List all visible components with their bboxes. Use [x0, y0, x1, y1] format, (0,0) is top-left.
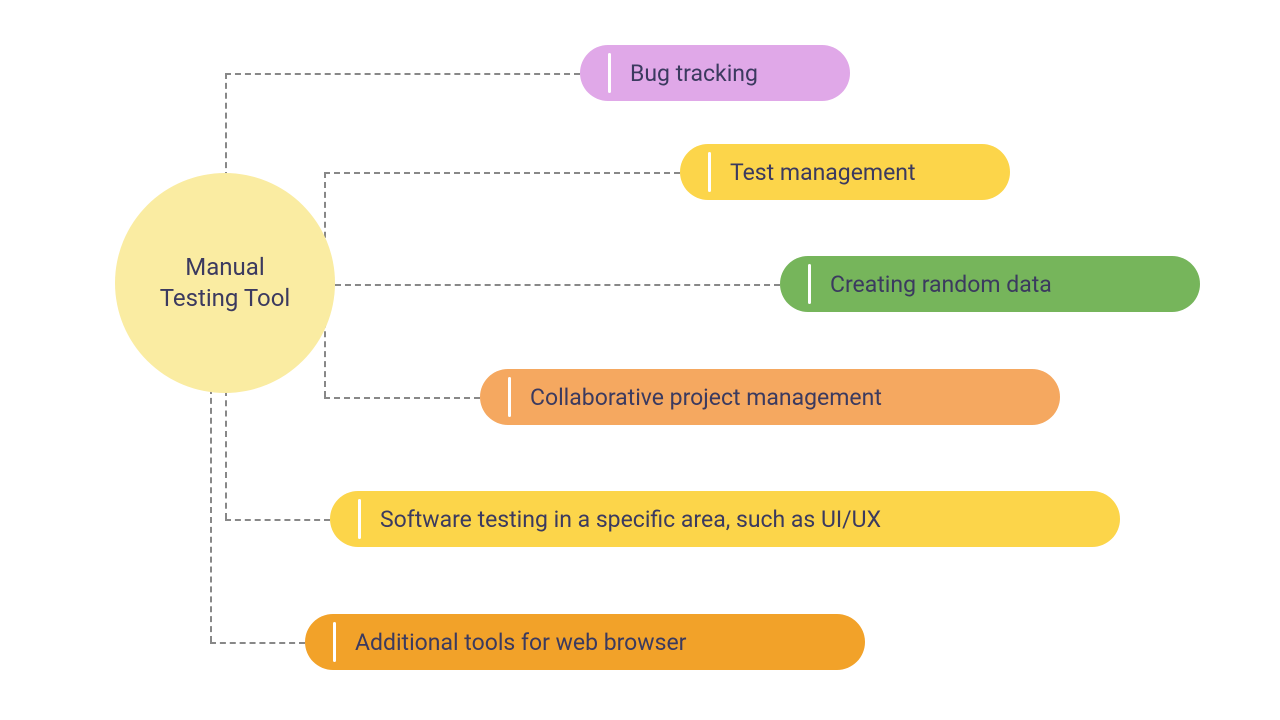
connector-seg — [225, 73, 227, 178]
branch-pill-bug-tracking: Bug tracking — [580, 45, 850, 101]
branch-pill-random-data: Creating random data — [780, 256, 1200, 312]
branch-pill-test-management: Test management — [680, 144, 1010, 200]
pill-mark — [358, 499, 361, 539]
center-label-line1: Manual — [185, 253, 264, 281]
connector-seg — [335, 284, 780, 286]
branch-label: Collaborative project management — [530, 384, 882, 411]
connector-seg — [210, 388, 212, 642]
branch-label: Additional tools for web browser — [355, 629, 686, 656]
connector-seg — [324, 397, 480, 399]
branch-label: Test management — [730, 159, 916, 186]
branch-label: Software testing in a specific area, suc… — [380, 506, 881, 533]
branch-pill-collab-pm: Collaborative project management — [480, 369, 1060, 425]
branch-label: Bug tracking — [630, 60, 758, 87]
connector-seg — [225, 519, 330, 521]
branch-pill-uiux-testing: Software testing in a specific area, suc… — [330, 491, 1120, 547]
connector-seg — [210, 642, 305, 644]
pill-mark — [508, 377, 511, 417]
pill-mark — [608, 53, 611, 93]
center-node: Manual Testing Tool — [115, 173, 335, 393]
connector-seg — [324, 172, 680, 174]
connector-seg — [225, 390, 227, 519]
pill-mark — [708, 152, 711, 192]
branch-label: Creating random data — [830, 271, 1052, 298]
pill-mark — [333, 622, 336, 662]
branch-pill-browser-tools: Additional tools for web browser — [305, 614, 865, 670]
center-label-line2: Testing Tool — [160, 284, 291, 312]
connector-seg — [225, 73, 580, 75]
pill-mark — [808, 264, 811, 304]
diagram-canvas: Manual Testing Tool Bug tracking Test ma… — [0, 0, 1280, 720]
center-label: Manual Testing Tool — [160, 252, 291, 314]
